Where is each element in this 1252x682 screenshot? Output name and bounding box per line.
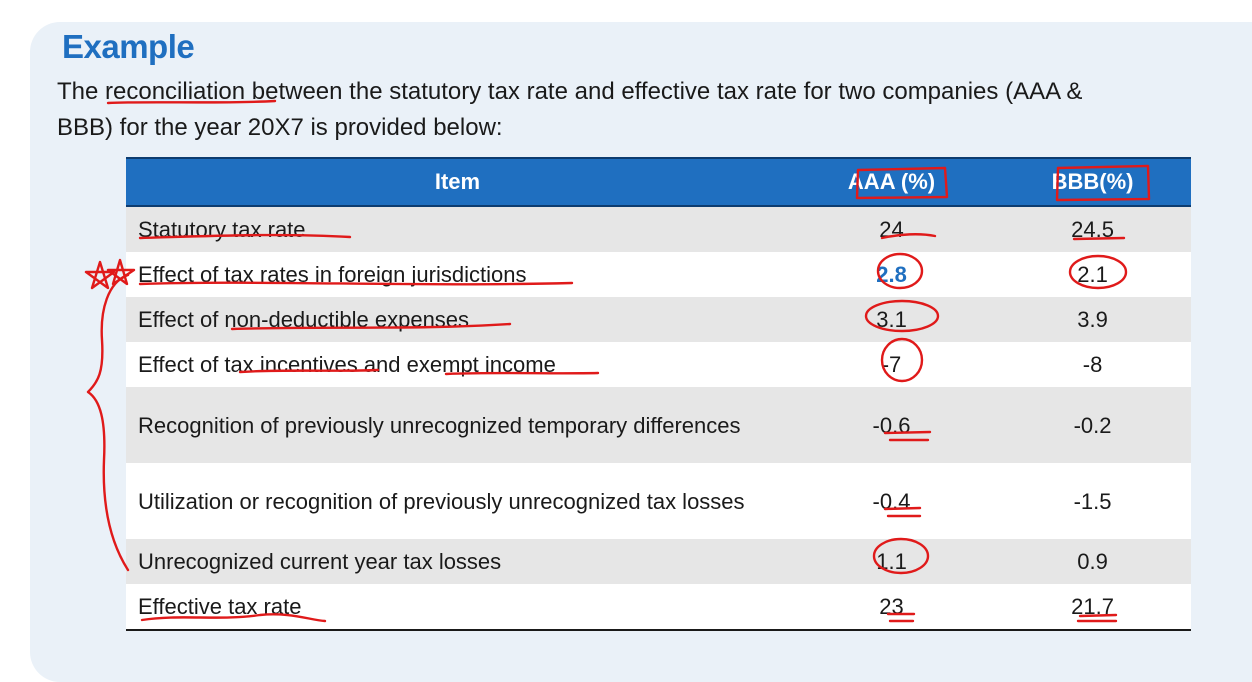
- row-item: Utilization or recognition of previously…: [126, 463, 789, 539]
- table-row: Effect of tax incentives and exempt inco…: [126, 342, 1191, 387]
- table-row: Recognition of previously unrecognized t…: [126, 387, 1191, 463]
- table-row: Effect of tax rates in foreign jurisdict…: [126, 252, 1191, 297]
- row-aaa-value: 24: [788, 206, 995, 252]
- table-row: Unrecognized current year tax losses 1.1…: [126, 539, 1191, 584]
- table-row: Statutory tax rate 24 24.5: [126, 206, 1191, 252]
- row-aaa-value: 2.8: [788, 252, 995, 297]
- table-header-row: Item AAA (%) BBB(%): [126, 157, 1191, 207]
- row-bbb-value: -1.5: [994, 463, 1191, 539]
- row-item: Recognition of previously unrecognized t…: [126, 387, 789, 463]
- table-row: Effective tax rate 23 21.7: [126, 584, 1191, 631]
- reconciliation-table: Item AAA (%) BBB(%) Statutory tax rate 2…: [126, 157, 1191, 631]
- row-bbb-value: -0.2: [994, 387, 1191, 463]
- row-item: Statutory tax rate: [126, 206, 789, 252]
- row-item: Effect of non-deductible expenses: [126, 297, 789, 342]
- intro-line-2: BBB) for the year 20X7 is provided below…: [57, 114, 503, 141]
- slide-title: Example: [62, 28, 195, 65]
- row-aaa-value: 3.1: [788, 297, 995, 342]
- row-bbb-value: 21.7: [994, 584, 1191, 631]
- row-aaa-value: -0.4: [788, 463, 995, 539]
- row-item: Effective tax rate: [126, 584, 789, 631]
- row-item: Effect of tax incentives and exempt inco…: [126, 342, 789, 387]
- row-aaa-value: -7: [788, 342, 995, 387]
- row-bbb-value: 24.5: [994, 206, 1191, 252]
- table-row: Utilization or recognition of previously…: [126, 463, 1191, 539]
- header-item: Item: [126, 157, 789, 207]
- row-bbb-value: -8: [994, 342, 1191, 387]
- row-bbb-value: 0.9: [994, 539, 1191, 584]
- row-aaa-value: 1.1: [788, 539, 995, 584]
- row-item: Unrecognized current year tax losses: [126, 539, 789, 584]
- row-bbb-value: 3.9: [994, 297, 1191, 342]
- header-bbb: BBB(%): [994, 157, 1191, 207]
- intro-text: The reconciliation between the statutory…: [57, 74, 1252, 146]
- intro-line-1: The reconciliation between the statutory…: [57, 78, 1083, 105]
- header-aaa: AAA (%): [788, 157, 995, 207]
- table-row: Effect of non-deductible expenses 3.1 3.…: [126, 297, 1191, 342]
- row-aaa-value: 23: [788, 584, 995, 631]
- row-aaa-value: -0.6: [788, 387, 995, 463]
- row-bbb-value: 2.1: [994, 252, 1191, 297]
- row-item: Effect of tax rates in foreign jurisdict…: [126, 252, 789, 297]
